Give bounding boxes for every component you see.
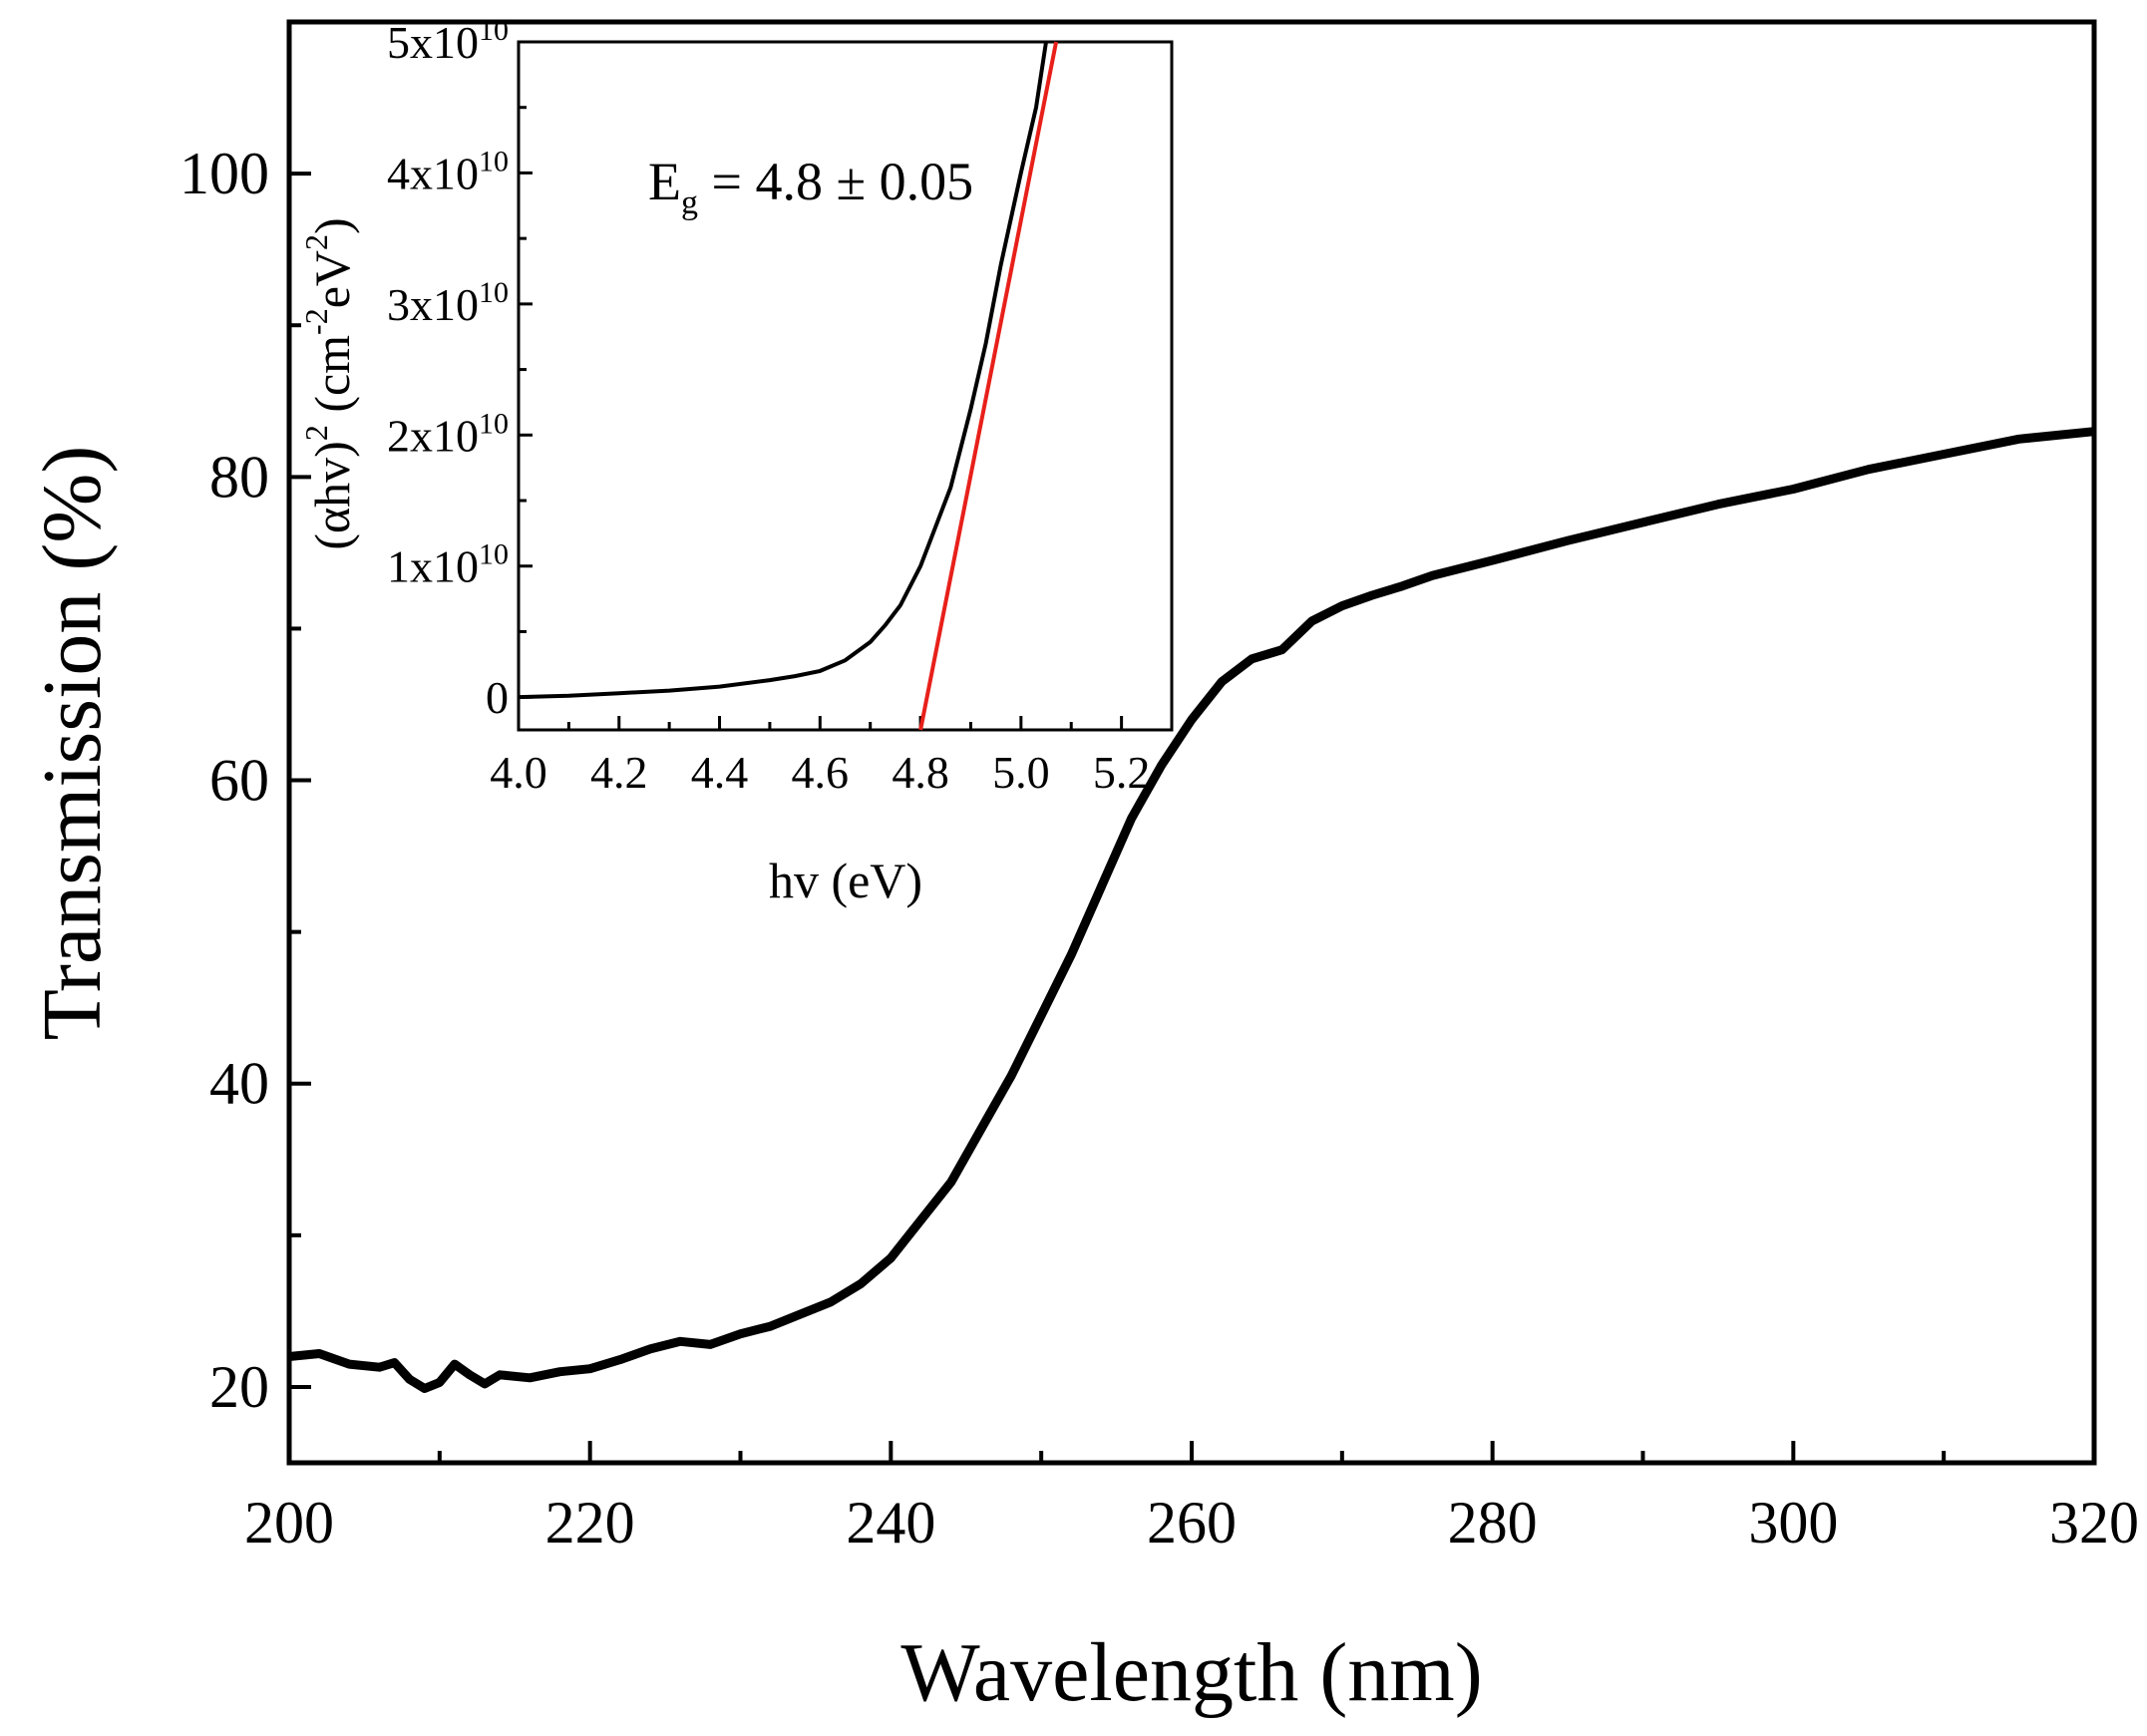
annotation-label-sub: g — [681, 184, 698, 221]
transmission-curve — [288, 427, 2095, 1393]
x-tick-label: 300 — [1748, 1490, 1838, 1556]
inset-x-tick-label: 4.6 — [792, 747, 850, 798]
inset-y-tick-label-base: 3x10 — [387, 279, 479, 330]
inset-y-tick-label-exp: 10 — [479, 145, 509, 177]
main-ticks — [287, 172, 2096, 1463]
annotation-label-base: E — [648, 152, 681, 211]
alpha-hv-squared-curve — [518, 41, 1048, 700]
inset-y-tick-label: 3x1010 — [387, 276, 509, 330]
x-tick-label: 320 — [2049, 1490, 2139, 1556]
band-gap-annotation: Eg = 4.8 ± 0.05 — [648, 152, 973, 221]
inset-y-tick-label-exp: 10 — [479, 407, 509, 440]
inset-y-tick-label-base: 4x10 — [387, 148, 479, 198]
inset-tick-labels: 4.0 4.2 4.4 4.6 4.8 5.0 5.201x10102x10103x1010… — [387, 14, 1150, 798]
inset-x-tick-label: 5.2 — [1093, 747, 1151, 798]
inset-y-tick-label-base: 5x10 — [387, 17, 479, 68]
inset-y-tick-label: 4x1010 — [387, 145, 509, 198]
inset-ticks — [517, 40, 1124, 730]
inset-ylabel-base: (αhv) — [304, 441, 360, 550]
linear-fit-line — [918, 41, 1059, 731]
y-tick-label: 100 — [179, 141, 269, 206]
inset-ylabel-units-exp: -2 — [298, 308, 334, 335]
y-tick-label: 80 — [209, 444, 269, 510]
x-axis-label: Wavelength (nm) — [900, 1626, 1482, 1719]
inset-y-tick-label: 1x1010 — [387, 538, 509, 592]
inset-y-tick-label-exp: 10 — [479, 276, 509, 309]
inset-plot: 4.0 4.2 4.4 4.6 4.8 5.0 5.201x10102x10103x1010… — [298, 14, 1174, 908]
inset-y-tick-label: 2x1010 — [387, 407, 509, 461]
x-tick-label: 220 — [545, 1490, 635, 1556]
inset-y-tick-label: 0 — [486, 672, 509, 723]
inset-x-tick-label: 5.0 — [992, 747, 1050, 798]
inset-y-tick-label-base: 1x10 — [387, 541, 479, 592]
y-axis-label: Transmission (%) — [26, 446, 119, 1041]
inset-x-tick-label: 4.2 — [590, 747, 648, 798]
x-tick-label: 260 — [1147, 1490, 1237, 1556]
inset-y-axis-label: (αhv)2 (cm-2eV2) — [298, 217, 360, 549]
inset-plot-frame — [517, 40, 1174, 732]
x-tick-label: 200 — [244, 1490, 334, 1556]
inset-y-tick-label-base: 0 — [486, 672, 509, 723]
y-tick-label: 60 — [209, 748, 269, 814]
inset-ylabel-space — [304, 413, 360, 426]
inset-y-tick-label-exp: 10 — [479, 14, 509, 47]
inset-x-tick-label: 4.4 — [691, 747, 749, 798]
inset-ylabel-units-tail: eV — [304, 250, 360, 308]
x-tick-label: 240 — [846, 1490, 935, 1556]
annotation-label-rest: = 4.8 ± 0.05 — [698, 152, 973, 211]
inset-y-tick-label-exp: 10 — [479, 538, 509, 571]
y-tick-label: 40 — [209, 1051, 269, 1117]
inset-ylabel-units: (cm — [304, 335, 360, 413]
inset-ylabel-close: ) — [304, 217, 360, 234]
x-tick-label: 280 — [1448, 1490, 1538, 1556]
inset-ylabel-exp: 2 — [298, 425, 334, 441]
y-tick-label: 20 — [209, 1354, 269, 1420]
inset-y-tick-label: 5x1010 — [387, 14, 509, 68]
inset-ylabel-units-tail-exp: 2 — [298, 234, 334, 250]
inset-x-tick-label: 4.0 — [490, 747, 547, 798]
inset-x-axis-label: hv (eV) — [769, 853, 922, 908]
inset-x-tick-label: 4.8 — [892, 747, 949, 798]
inset-y-tick-label-base: 2x10 — [387, 410, 479, 461]
